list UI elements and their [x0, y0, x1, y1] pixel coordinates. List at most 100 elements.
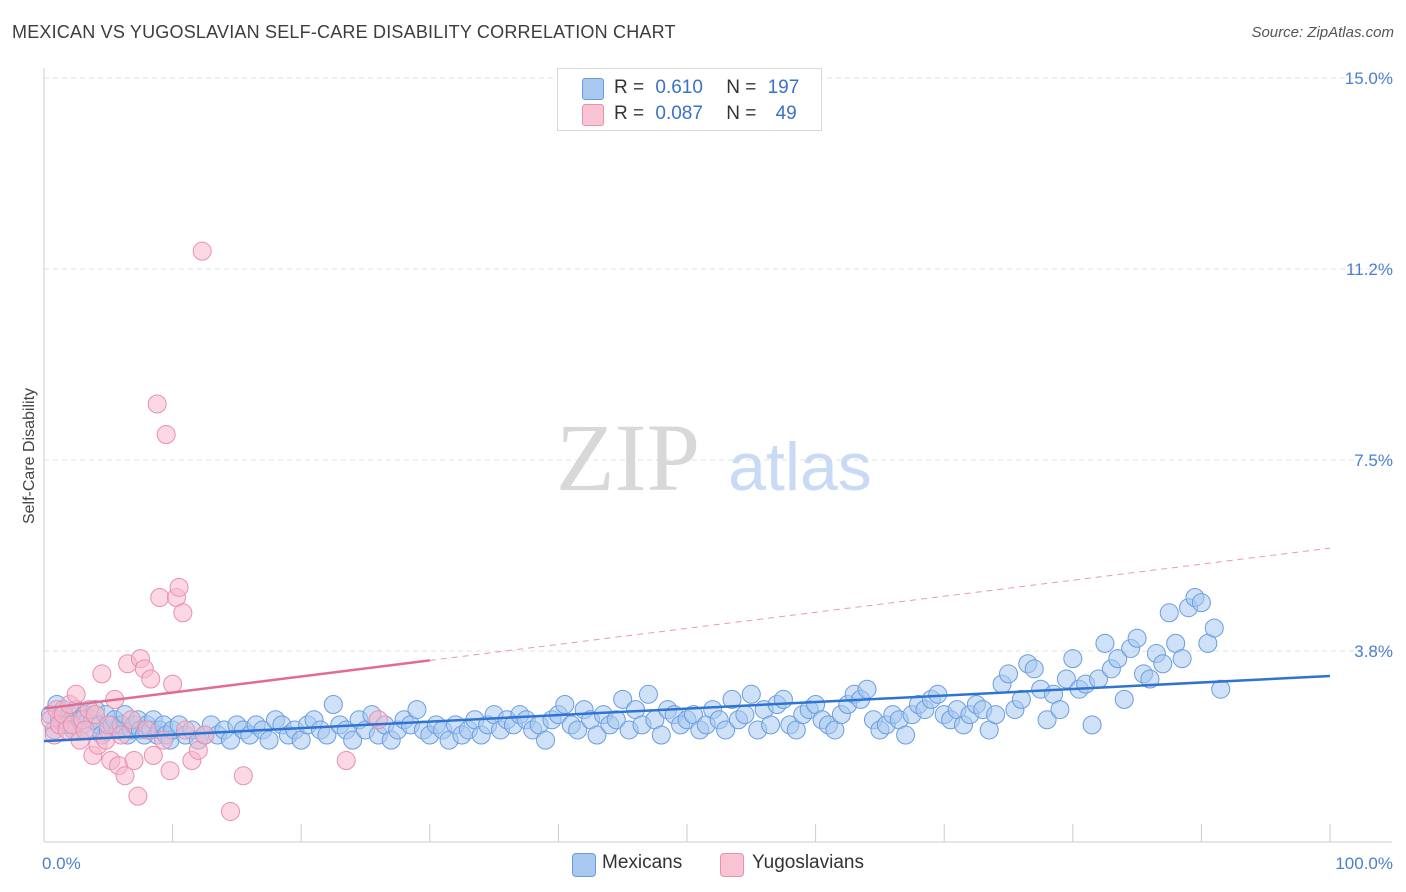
mexicans-point-192	[1153, 654, 1173, 674]
mexicans-point-178	[1063, 649, 1083, 669]
mexicans-point-108	[613, 689, 633, 709]
mexicans-point-181	[1082, 715, 1102, 735]
mexicans-point-128	[741, 684, 761, 704]
yugoslavians-point-34	[150, 588, 170, 608]
legend-r-value-mexicans: 0.610	[655, 77, 703, 98]
mexicans-point-198	[1191, 593, 1211, 613]
mexicans-point-174	[1037, 710, 1057, 730]
y-tick-label-0: 3.8%	[1354, 642, 1393, 661]
y-tick-label-1: 7.5%	[1354, 451, 1393, 470]
mexicans-point-114	[651, 725, 671, 745]
y-tick-label-2: 11.2%	[1346, 260, 1393, 279]
yugoslavians-point-16	[92, 664, 112, 684]
y-axis-label: Self-Care Disability	[21, 388, 38, 524]
mexicans-point-112	[638, 684, 658, 704]
chart-title: MEXICAN VS YUGOSLAVIAN SELF-CARE DISABIL…	[12, 22, 676, 42]
mexicans-point-133	[773, 689, 793, 709]
mexicans-point-146	[857, 679, 877, 699]
legend-r-value-yugoslavians: 0.087	[655, 103, 703, 124]
yugoslavians-point-14	[85, 705, 105, 725]
yugoslavians-point-8	[66, 684, 86, 704]
mexicans-point-186	[1114, 689, 1134, 709]
mexicans-point-124	[716, 720, 736, 740]
y-tick-label-3: 15.0%	[1345, 69, 1393, 88]
tick-labels: 3.8% 7.5% 11.2% 15.0% 0.0% 100.0%	[42, 69, 1393, 873]
mexicans-point-66	[343, 730, 363, 750]
mexicans-point-190	[1140, 669, 1160, 689]
yugoslavians-point-41	[173, 603, 193, 623]
mexicans-point-193	[1159, 603, 1179, 623]
yugoslavians-point-25	[121, 710, 141, 730]
bottom-label-mexicans: Mexicans	[602, 852, 683, 873]
watermark-atlas: atlas	[728, 429, 872, 505]
yugoslavians-point-37	[160, 761, 180, 781]
mexicans-point-53	[259, 730, 279, 750]
yugoslavians-point-47	[220, 801, 240, 821]
yugoslavians-point-40	[169, 577, 189, 597]
mexicans-point-104	[587, 725, 607, 745]
mexicans-point-185	[1108, 649, 1128, 669]
yugoslavians-point-42	[175, 720, 195, 740]
yugoslavians-trend-extension	[429, 547, 1331, 661]
mexicans-point-172	[1024, 659, 1044, 679]
watermark-zip: ZIP	[556, 404, 700, 511]
mexicans-point-201	[1211, 679, 1231, 699]
yugoslavians-point-11	[75, 720, 95, 740]
mexicans-trend-line	[43, 674, 1331, 743]
yugoslavians-point-26	[124, 751, 144, 771]
yugoslavians-point-48	[233, 766, 253, 786]
mexicans-point-183	[1095, 633, 1115, 653]
legend-n-value-yugoslavians: 49	[775, 103, 797, 124]
legend-r-label: R =	[614, 77, 645, 98]
yugoslavians-trend-line	[43, 659, 430, 710]
yugoslavians-point-22	[111, 725, 131, 745]
mexicans-point-96	[536, 730, 556, 750]
yugoslavians-point-18	[98, 715, 118, 735]
grid-lines	[44, 77, 1392, 652]
mexicans-point-127	[735, 705, 755, 725]
mexicans-point-168	[999, 664, 1018, 684]
yugoslavians-point-50	[368, 710, 388, 730]
bottom-label-yugoslavians: Yugoslavians	[752, 852, 864, 873]
mexicans-point-195	[1172, 649, 1192, 669]
mexicans-point-166	[986, 705, 1006, 725]
mexicans-point-200	[1204, 618, 1224, 638]
yugoslavians-point-23	[115, 766, 135, 786]
legend-n-label: N =	[726, 103, 757, 124]
watermark: ZIP atlas	[556, 404, 872, 511]
mexicans-point-107	[606, 710, 626, 730]
yugoslavians-point-38	[163, 674, 183, 694]
mexicans-point-63	[323, 694, 343, 714]
mexicans-point-99	[555, 694, 575, 714]
yugoslavians-points	[40, 241, 388, 821]
yugoslavians-point-45	[192, 241, 212, 261]
legend-n-label: N =	[726, 77, 757, 98]
correlation-legend: R = 0.610 N = 197 R = 0.087 N = 49	[557, 68, 822, 131]
yugoslavians-point-46	[195, 725, 215, 745]
x-tick-label-0: 0.0%	[42, 854, 81, 873]
legend-swatch-yugoslavians	[582, 104, 604, 126]
mexicans-point-131	[761, 715, 781, 735]
source-note: Source: ZipAtlas.com	[1251, 24, 1394, 41]
yugoslavians-point-36	[156, 425, 176, 445]
mexicans-point-176	[1050, 700, 1070, 720]
legend-r-label: R =	[614, 103, 645, 124]
mexicans-point-125	[722, 689, 742, 709]
bottom-swatch-yugoslavians	[720, 853, 744, 877]
yugoslavians-point-49	[336, 751, 356, 771]
bottom-swatch-mexicans	[572, 853, 596, 877]
mexicans-point-76	[407, 700, 427, 720]
x-tick-label-1: 100.0%	[1335, 854, 1393, 873]
yugoslavians-point-32	[143, 745, 163, 765]
mexicans-point-188	[1127, 628, 1147, 648]
trend-lines	[43, 547, 1331, 743]
yugoslavians-point-33	[147, 394, 167, 414]
mexicans-points	[40, 588, 1231, 750]
mexicans-point-152	[896, 725, 916, 745]
yugoslavians-point-31	[141, 669, 161, 689]
yugoslavians-point-30	[137, 720, 157, 740]
mexicans-point-177	[1056, 669, 1076, 689]
mexicans-point-101	[568, 720, 588, 740]
legend-n-value-mexicans: 197	[767, 77, 800, 98]
